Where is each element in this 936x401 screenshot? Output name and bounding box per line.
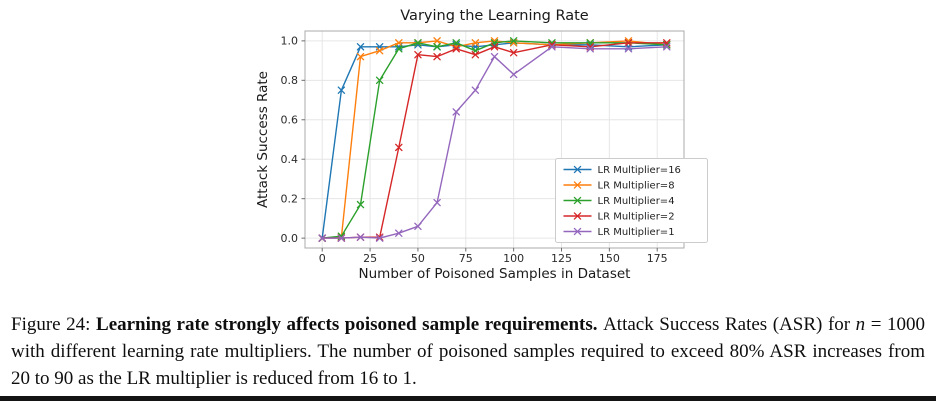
bottom-rule [0, 396, 936, 401]
caption-figure-label: Figure 24: [11, 314, 97, 335]
y-tick-label: 0.6 [281, 114, 299, 127]
legend-box [555, 158, 708, 243]
legend: LR Multiplier=16 LR Multiplier=8 LR Multip… [555, 158, 708, 243]
x-tick-label: 25 [363, 252, 377, 265]
axis-ticks: 0 25 50 75 100 125 150 175 0.0 0.2 0.4 0.6 0.8 1.0 [281, 35, 668, 265]
caption-body-text-2: = 1000 with different learning rate mult… [11, 314, 925, 389]
chart-title: Varying the Learning Rate [400, 8, 589, 24]
x-tick-label: 100 [503, 252, 524, 265]
plot-frame [304, 30, 685, 249]
caption-math-variable: n [855, 314, 866, 335]
figure-panel: 0 25 50 75 100 125 150 175 0.0 0.2 0.4 0.6 0.8 1.0 Var… [255, 8, 708, 282]
x-axis-label: Number of Poisoned Samples in Dataset [359, 266, 631, 282]
caption-body-text: Attack Success Rates (ASR) for [603, 314, 856, 335]
x-tick-label: 175 [647, 252, 668, 265]
legend-label: LR Multiplier=16 [598, 165, 681, 176]
legend-label: LR Multiplier=2 [598, 212, 675, 223]
caption-bold-text: Learning rate strongly affects poisoned … [96, 314, 604, 335]
legend-label: LR Multiplier=4 [598, 196, 675, 207]
legend-label: LR Multiplier=8 [598, 181, 675, 192]
legend-label: LR Multiplier=1 [598, 227, 675, 238]
x-tick-label: 125 [551, 252, 572, 265]
y-tick-label: 0.4 [281, 153, 299, 166]
y-tick-label: 1.0 [281, 35, 299, 48]
x-tick-label: 75 [459, 252, 473, 265]
learning-rate-line-chart: 0 25 50 75 100 125 150 175 0.0 0.2 0.4 0.6 0.8 1.0 Var… [255, 8, 708, 282]
y-axis-label: Attack Success Rate [255, 71, 271, 208]
x-tick-label: 0 [319, 252, 326, 265]
x-tick-label: 50 [411, 252, 425, 265]
series-lr-multiplier-1 [318, 43, 671, 242]
x-tick-label: 150 [599, 252, 620, 265]
y-tick-label: 0.8 [281, 74, 299, 87]
y-tick-label: 0.2 [281, 192, 299, 205]
figure-caption: Figure 24: Learning rate strongly affect… [11, 311, 925, 392]
y-tick-label: 0.0 [281, 232, 299, 245]
